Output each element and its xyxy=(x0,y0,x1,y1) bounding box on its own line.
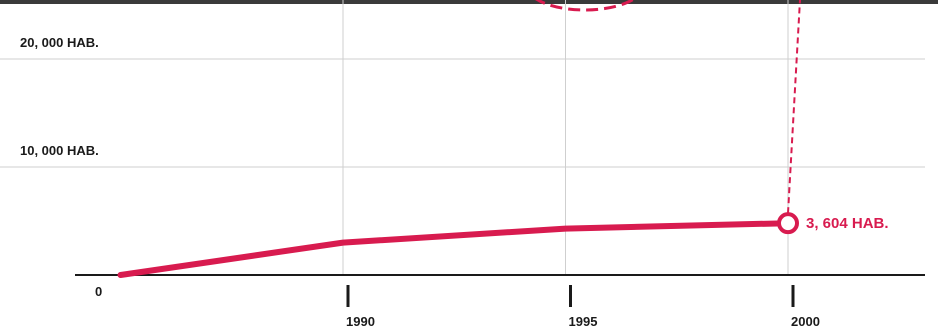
y-tick-label: 10, 000 HAB. xyxy=(20,143,99,158)
leader-line xyxy=(787,0,801,214)
series-line xyxy=(117,220,791,278)
vertical-gridlines xyxy=(342,0,789,275)
horizontal-gridlines xyxy=(0,58,925,168)
x-tick-label: 2000 xyxy=(791,314,820,329)
highlight-group: 3, 604 HAB. xyxy=(535,0,889,235)
top-bar xyxy=(0,0,938,4)
highlight-marker xyxy=(777,212,799,235)
callout-ellipse xyxy=(535,0,635,12)
x-axis-ticks: 1990 1995 2000 xyxy=(346,285,820,329)
highlight-label: 3, 604 HAB. xyxy=(806,215,889,232)
x-tick-label: 1995 xyxy=(569,314,598,329)
y-tick-label: 0 xyxy=(95,284,102,299)
x-tick-label: 1990 xyxy=(346,314,375,329)
y-axis-labels: 0 10, 000 HAB. 20, 000 HAB. xyxy=(20,35,102,299)
y-tick-label: 20, 000 HAB. xyxy=(20,35,99,50)
